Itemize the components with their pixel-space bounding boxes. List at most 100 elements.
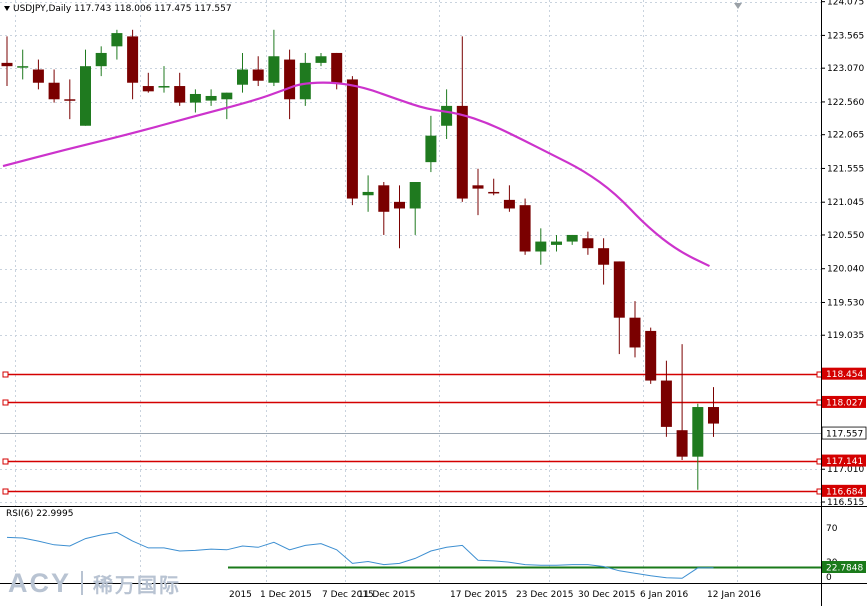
candle-body [676, 430, 688, 457]
candle-body [174, 86, 186, 103]
date-tick-label: 11 Dec 2015 [358, 590, 416, 600]
hline-price-label: 118.027 [826, 398, 863, 408]
candle-body [598, 248, 610, 265]
hline-price-box [822, 367, 866, 380]
hline-handle[interactable] [2, 371, 9, 378]
current-price-box [821, 426, 867, 440]
price-tick-label: 119.530 [827, 298, 864, 308]
candle-body [488, 191, 500, 194]
acy-logo: ACY 稀万国际 [8, 566, 181, 600]
candle-body [629, 317, 641, 348]
rsi-tick-label: 70 [826, 524, 838, 534]
date-tick-label: 30 Dec 2015 [578, 590, 636, 600]
price-axis-labels: 124.075 123.565 123.070 122.560 122.065 121.5… [821, 0, 867, 583]
price-tick-label: 122.560 [827, 98, 864, 108]
candle-body [315, 56, 327, 63]
hline-price-label: 118.454 [826, 370, 863, 380]
logo-cn-text: 稀万国际 [93, 574, 182, 597]
candle-body [519, 205, 531, 252]
candle-body [1, 62, 13, 67]
candle-body [456, 105, 468, 199]
price-tick-label: 123.070 [827, 64, 864, 74]
price-tick-label: 119.035 [827, 331, 864, 341]
candle-body [17, 66, 29, 68]
date-tick-label: 12 Jan 2016 [707, 590, 761, 600]
candle-body [378, 185, 390, 212]
ohlc-label: 117.743 118.006 117.475 117.557 [74, 4, 232, 14]
price-tick-label: 120.550 [827, 231, 864, 241]
candle-body [551, 241, 562, 245]
price-tick-label: 120.040 [827, 265, 864, 275]
candle-body [221, 92, 233, 100]
price-tick-label: 123.565 [827, 31, 864, 41]
chevron-down-icon[interactable] [4, 6, 10, 11]
candle-body [205, 95, 217, 101]
candle-body [613, 261, 625, 318]
candle-body [64, 99, 76, 101]
candle-body [142, 86, 154, 92]
hline-price-box [822, 395, 866, 408]
hline-price-box [822, 454, 866, 467]
candle-body [346, 79, 358, 199]
candle-body [394, 201, 405, 209]
hline-handle[interactable] [2, 399, 9, 406]
candle-body [284, 59, 296, 100]
price-tick-label: 121.045 [827, 198, 864, 208]
date-tick-label: 1 Dec 2015 [260, 590, 312, 600]
rsi-line [6, 531, 714, 579]
candle-body [708, 407, 719, 424]
date-tick-label: 23 Dec 2015 [516, 590, 574, 600]
rsi-value-box [822, 561, 866, 573]
candle-body [566, 234, 578, 242]
rsi-panel [0, 506, 867, 579]
shift-marker-icon[interactable] [734, 3, 742, 9]
price-tick-label: 117.010 [827, 465, 864, 475]
moving-average-line [2, 81, 711, 268]
hline-handle[interactable] [2, 458, 9, 465]
hline-price-box [822, 484, 866, 497]
candle-body [535, 241, 547, 252]
candle-body [472, 185, 484, 189]
date-tick-label: 7 Dec 2015 [322, 590, 374, 600]
price-tick-label: 121.555 [827, 164, 864, 174]
candle-body [111, 33, 123, 47]
hline-price-label: 117.141 [826, 457, 863, 467]
candlestick-series [1, 29, 719, 490]
price-tick-label: 124.075 [827, 0, 864, 8]
candle-body [331, 52, 343, 83]
current-price-label: 117.557 [826, 430, 863, 440]
candle-body [48, 82, 60, 100]
candle-body [95, 52, 107, 67]
candle-body [409, 182, 421, 209]
candle-body [299, 62, 311, 100]
candle-body [189, 93, 201, 103]
candle-body [268, 56, 280, 83]
candle-body [127, 36, 139, 83]
candle-body [692, 407, 704, 457]
candle-body [237, 69, 248, 85]
symbol-label: USDJPY,Daily [13, 4, 72, 14]
candle-body [80, 66, 91, 126]
logo-text: ACY [8, 567, 72, 598]
date-tick-label: 6 Jan 2016 [640, 590, 688, 600]
logo-divider [81, 571, 84, 595]
candle-body [582, 238, 594, 249]
chart-title: USDJPY,Daily 117.743 118.006 117.475 117… [4, 4, 232, 14]
candle-body [645, 330, 657, 381]
candle-body [252, 69, 264, 81]
candle-body [503, 199, 515, 209]
rsi-title: RSI(6) 22.9995 [6, 509, 74, 519]
hline-price-label: 116.684 [826, 487, 863, 497]
price-tick-label: 122.065 [827, 131, 864, 141]
date-tick-label: 2015 [229, 590, 252, 600]
rsi-value-label: 22.7848 [826, 564, 863, 574]
rsi-tick-label: 0 [826, 573, 832, 583]
price-tick-label: 116.515 [827, 498, 864, 508]
hline-handle[interactable] [2, 488, 9, 495]
candle-body [32, 69, 44, 83]
candle-body [441, 105, 453, 126]
candle-body [362, 191, 374, 196]
